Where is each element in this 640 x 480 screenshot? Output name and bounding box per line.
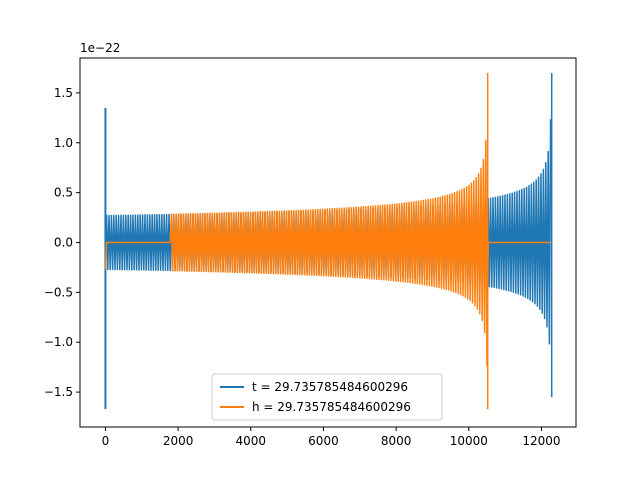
legend-label: h = 29.735785484600296 xyxy=(252,400,411,414)
x-tick-label: 10000 xyxy=(450,434,488,448)
y-tick-label: 1.5 xyxy=(54,86,73,100)
x-axis: 0 2000 4000 6000 8000 10000 12000 xyxy=(102,427,561,448)
x-tick-label: 12000 xyxy=(522,434,560,448)
y-tick-label: 0.5 xyxy=(54,186,73,200)
y-tick-label: 1.0 xyxy=(54,136,73,150)
x-tick-label: 4000 xyxy=(236,434,267,448)
y-tick-label: −1.0 xyxy=(44,335,73,349)
legend: t = 29.735785484600296 h = 29.73578548460… xyxy=(211,373,443,421)
x-tick-label: 0 xyxy=(102,434,110,448)
y-tick-label: 0.0 xyxy=(54,236,73,250)
y-offset-label: 1e−22 xyxy=(80,41,120,55)
legend-label: t = 29.735785484600296 xyxy=(252,380,408,394)
y-axis: −1.5 −1.0 −0.5 0.0 0.5 1.0 1.5 xyxy=(44,86,80,399)
y-tick-label: −1.5 xyxy=(44,385,73,399)
series-line-2 xyxy=(104,73,551,409)
x-tick-label: 8000 xyxy=(381,434,412,448)
legend-box xyxy=(211,373,443,421)
x-tick-label: 2000 xyxy=(163,434,194,448)
series-layer xyxy=(104,73,553,410)
y-tick-label: −0.5 xyxy=(44,285,73,299)
plot-area xyxy=(79,57,577,428)
x-tick-label: 6000 xyxy=(308,434,339,448)
